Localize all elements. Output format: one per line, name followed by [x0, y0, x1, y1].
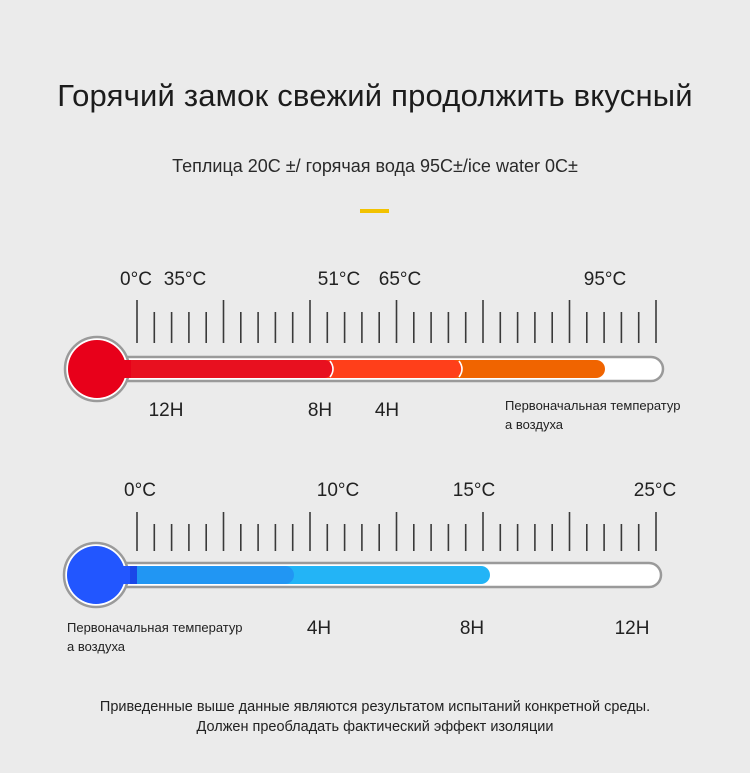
hot-segment-separator	[329, 360, 334, 378]
cold-thermometer-ticks	[136, 512, 657, 551]
cold-time-label: 8H	[460, 618, 484, 639]
cold-time-label: 4H	[307, 618, 331, 639]
hot-temp-label: 95°C	[584, 269, 626, 290]
disclaimer-line: Должен преобладать фактический эффект из…	[196, 719, 554, 735]
accent-divider	[360, 209, 389, 213]
page-subtitle: Теплица 20С ±/ горячая вода 95С±/ice wat…	[172, 156, 578, 176]
hot-initial-air-temp-note: Первоначальная температур а воздуха	[505, 398, 680, 432]
disclaimer-line: Приведенные выше данные являются результ…	[99, 699, 651, 715]
hot-temp-label: 65°C	[379, 269, 421, 290]
page-title: Горячий замок свежий продолжить вкусный	[57, 78, 693, 113]
cold-thermometer	[62, 541, 663, 609]
hot-temp-label: 35°C	[164, 269, 206, 290]
hot-thermometer	[63, 335, 665, 403]
cold-temp-label: 15°C	[453, 480, 495, 501]
hot-temp-label: 0°C	[120, 269, 152, 290]
hot-note-line: Первоначальная температур	[505, 398, 680, 413]
cold-note-line: Первоначальная температур	[67, 620, 242, 635]
cold-fill-segment-10	[99, 566, 294, 584]
hot-thermometer-ticks	[136, 300, 657, 343]
cold-time-label: 12H	[615, 618, 650, 639]
hot-note-line: а воздуха	[505, 417, 564, 432]
hot-time-label: 12H	[149, 400, 184, 421]
hot-fill-segment-51	[100, 360, 333, 378]
hot-segment-separator	[458, 360, 463, 378]
hot-time-label: 8H	[308, 400, 332, 421]
cold-temp-label: 25°C	[634, 480, 676, 501]
hot-time-label: 4H	[375, 400, 399, 421]
cold-initial-air-temp-note: Первоначальная температур а воздуха	[67, 620, 242, 654]
disclaimer: Приведенные выше данные являются результ…	[0, 697, 750, 737]
hot-thermometer-bulb	[68, 340, 126, 398]
hot-temp-label: 51°C	[318, 269, 360, 290]
cold-temp-label: 10°C	[317, 480, 359, 501]
cold-temp-label: 0°C	[124, 480, 156, 501]
cold-thermometer-bulb	[67, 546, 125, 604]
cold-note-line: а воздуха	[67, 639, 126, 654]
